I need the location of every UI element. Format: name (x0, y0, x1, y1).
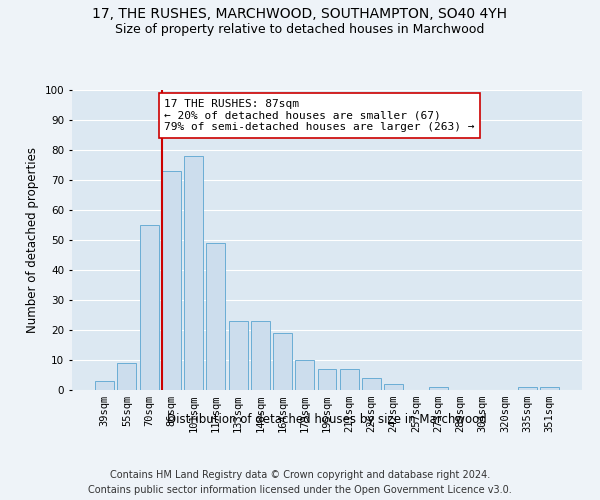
Bar (95, 381, 114, 390)
Bar (518, 387, 536, 390)
Bar (118, 363, 136, 390)
Bar (273, 333, 292, 390)
Bar (540, 387, 559, 390)
Text: Contains HM Land Registry data © Crown copyright and database right 2024.: Contains HM Land Registry data © Crown c… (110, 470, 490, 480)
Bar (140, 225, 158, 390)
Y-axis label: Number of detached properties: Number of detached properties (26, 147, 39, 333)
Bar (317, 369, 337, 390)
Text: Size of property relative to detached houses in Marchwood: Size of property relative to detached ho… (115, 22, 485, 36)
Text: 17 THE RUSHES: 87sqm
← 20% of detached houses are smaller (67)
79% of semi-detac: 17 THE RUSHES: 87sqm ← 20% of detached h… (164, 99, 475, 132)
Bar (340, 369, 359, 390)
Bar (429, 387, 448, 390)
Bar (295, 360, 314, 390)
Bar (229, 321, 248, 390)
Text: Distribution of detached houses by size in Marchwood: Distribution of detached houses by size … (167, 412, 487, 426)
Text: Contains public sector information licensed under the Open Government Licence v3: Contains public sector information licen… (88, 485, 512, 495)
Text: 17, THE RUSHES, MARCHWOOD, SOUTHAMPTON, SO40 4YH: 17, THE RUSHES, MARCHWOOD, SOUTHAMPTON, … (92, 8, 508, 22)
Bar (206, 243, 225, 390)
Bar (362, 378, 381, 390)
Bar (162, 171, 181, 390)
Bar (251, 321, 270, 390)
Bar (184, 156, 203, 390)
Bar (384, 384, 403, 390)
